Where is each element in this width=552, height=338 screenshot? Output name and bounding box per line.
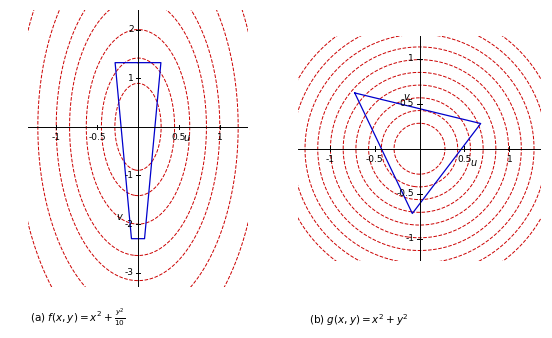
Text: -0.5: -0.5 xyxy=(366,155,383,164)
Text: (a) $f(x,y) = x^2 + \frac{y^2}{10}$: (a) $f(x,y) = x^2 + \frac{y^2}{10}$ xyxy=(30,307,125,328)
Text: -1: -1 xyxy=(405,234,414,243)
Text: -0.5: -0.5 xyxy=(396,189,414,198)
Text: -0.5: -0.5 xyxy=(88,133,106,142)
Text: 2: 2 xyxy=(128,25,134,34)
Text: 1: 1 xyxy=(507,155,512,164)
Text: 1: 1 xyxy=(408,54,414,63)
Text: v: v xyxy=(116,212,121,222)
Text: -1: -1 xyxy=(52,133,61,142)
Text: -1: -1 xyxy=(325,155,334,164)
Text: 1: 1 xyxy=(217,133,222,142)
Text: -1: -1 xyxy=(125,171,134,180)
Text: 0.5: 0.5 xyxy=(457,155,472,164)
Text: -2: -2 xyxy=(125,220,134,228)
Text: v: v xyxy=(403,92,408,101)
Text: 0.5: 0.5 xyxy=(172,133,186,142)
Text: 0.5: 0.5 xyxy=(400,99,414,108)
Text: u: u xyxy=(183,133,189,143)
Text: u: u xyxy=(471,158,477,168)
Text: -3: -3 xyxy=(125,268,134,277)
Text: (b) $g(x,y) = x^2 + y^2$: (b) $g(x,y) = x^2 + y^2$ xyxy=(309,312,408,328)
Text: 1: 1 xyxy=(128,74,134,83)
